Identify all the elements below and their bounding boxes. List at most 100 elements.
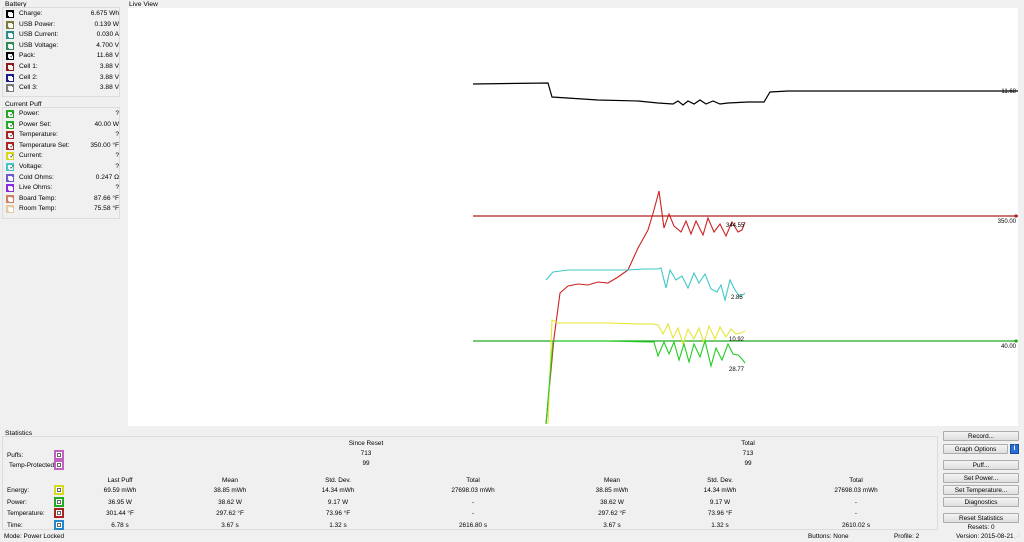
battery-row-checkbox[interactable]: ✓ [6, 52, 15, 61]
stat-row-color-swatch[interactable] [54, 519, 64, 530]
stat-row-label: Energy: [7, 487, 30, 494]
col-last-puff: Last Puff [107, 477, 133, 484]
status-mode: Mode: Power Locked [4, 533, 65, 540]
battery-row-checkbox[interactable] [6, 20, 14, 29]
power-set-marker [1014, 339, 1018, 343]
stat-cell-total: 2616.80 s [458, 521, 488, 529]
stat-row-color-swatch[interactable] [54, 508, 64, 518]
checkmark-icon: ✓ [9, 143, 15, 150]
battery-row-value: 3.88 V [99, 63, 119, 70]
puff-row: ✓ Power Set: 40.00 W [3, 120, 121, 131]
puff-row: ✓ Voltage:? [3, 162, 121, 173]
battery-row-checkbox[interactable] [6, 41, 14, 50]
puff-row-checkbox[interactable] [6, 205, 14, 214]
stat-cell-mean2: 38.85 mWh [595, 487, 629, 494]
puff-row-checkbox[interactable] [6, 194, 14, 203]
battery-row: ✓ Pack: 11.68 V [3, 51, 121, 62]
puff-row-checkbox[interactable]: ✓ [6, 120, 15, 129]
checkmark-icon: ✓ [9, 165, 15, 171]
puff-row-checkbox[interactable] [6, 184, 14, 193]
live-view-graph[interactable]: 11.68 350.00 344.55 2.85 10.92 40.00 28.… [128, 8, 1018, 426]
puff-row-label: Room Temp: [19, 205, 57, 213]
battery-row: Charge: 6.675 Wh [3, 9, 121, 20]
stat-cell-std: 14.34 mWh [321, 487, 355, 494]
checkmark-icon: ✓ [9, 154, 15, 161]
puff-row-value: ? [115, 163, 119, 170]
resize-grip-icon[interactable]: ⋰ [1014, 534, 1020, 540]
stat-cell-total2: - [854, 510, 858, 517]
resets-count: Resets: 0 [967, 524, 995, 531]
diagnostics-button[interactable]: Diagnostics [943, 497, 1019, 507]
current-live-line [547, 319, 746, 425]
checkmark-icon: ✓ [9, 122, 15, 129]
battery-row: Cell 2: 3.88 V [3, 73, 121, 84]
checkmark-icon: ✓ [9, 112, 15, 118]
battery-row-value: 6.675 Wh [90, 10, 119, 17]
stat-cell-mean2: 297.62 °F [598, 510, 626, 517]
set-temperature-button[interactable]: Set Temperature... [943, 485, 1019, 495]
stat-cell-last: 301.44 °F [106, 510, 134, 517]
info-icon[interactable]: i [1010, 444, 1019, 454]
puff-row-value: 40.00 W [94, 120, 119, 128]
current-puff-group: ✓ Power:? ✓ Power Set: 40.00 W ✓ Temperature:?… [2, 107, 120, 219]
stat-cell-mean: 38.62 W [218, 498, 242, 506]
current-value-label: 10.92 [729, 337, 745, 343]
battery-row-label: Cell 1: [19, 63, 38, 70]
battery-row-checkbox[interactable] [6, 10, 14, 18]
battery-row-checkbox[interactable] [6, 63, 14, 71]
voltage-live-line [545, 267, 746, 303]
stat-cell-std2: 14.34 mWh [703, 487, 737, 494]
puffs-total: 713 [742, 450, 754, 457]
puff-row-label: Temperature: [19, 131, 58, 139]
puff-row-checkbox[interactable]: ✓ [6, 131, 15, 140]
checkmark-icon: ✓ [9, 54, 15, 61]
stat-row-color-swatch[interactable] [54, 496, 64, 507]
battery-row-label: Cell 2: [19, 73, 38, 81]
puff-button[interactable]: Puff... [943, 460, 1019, 470]
set-power-button[interactable]: Set Power... [943, 473, 1019, 483]
battery-row-value: 0.030 A [96, 31, 119, 39]
puffs-color-swatch[interactable] [54, 450, 64, 460]
battery-row: USB Power: 0.139 W [3, 20, 121, 31]
temp-protected-color-swatch[interactable] [54, 460, 64, 470]
status-buttons: Buttons: None [808, 533, 849, 540]
battery-row-value: 3.88 V [99, 73, 119, 81]
puff-row-checkbox[interactable]: ✓ [6, 163, 15, 171]
stat-row-label: Power: [7, 498, 27, 506]
stat-cell-last: 36.95 W [108, 498, 132, 506]
battery-row-value: 11.68 V [96, 52, 119, 60]
battery-group: Charge: 6.675 Wh USB Power: 0.139 W USB Curr… [2, 7, 120, 97]
stat-cell-total2: 27698.03 mWh [834, 487, 878, 494]
stat-cell-total: 27698.03 mWh [451, 487, 495, 494]
puff-row: Live Ohms:? [3, 183, 121, 194]
temperature-set-marker [1014, 214, 1018, 218]
pack-series-line [472, 82, 1018, 106]
stat-cell-mean: 3.67 s [221, 521, 239, 529]
puff-row-checkbox[interactable]: ✓ [6, 110, 15, 118]
battery-row-checkbox[interactable] [6, 84, 14, 93]
stat-cell-std2: 9.17 W [709, 498, 731, 506]
battery-row-checkbox[interactable] [6, 73, 14, 82]
puff-row-label: Power: [19, 110, 40, 117]
record-button[interactable]: Record... [943, 431, 1019, 441]
puff-row-value: 87.66 °F [94, 194, 119, 202]
puff-row-label: Current: [19, 152, 43, 160]
puff-row: ✓ Temperature Set: 350.00 °F [3, 141, 121, 152]
graph-options-button[interactable]: Graph Options [943, 444, 1008, 454]
puff-row-value: ? [115, 152, 119, 160]
puff-row-label: Voltage: [19, 163, 43, 170]
puff-row-checkbox[interactable] [6, 173, 14, 182]
battery-row: Cell 1: 3.88 V [3, 62, 121, 73]
battery-row: USB Voltage: 4.700 V [3, 41, 121, 52]
temperature-set-value-label: 350.00 [998, 219, 1017, 225]
puff-row-checkbox[interactable]: ✓ [6, 152, 15, 161]
puff-row: Cold Ohms: 0.247 Ω [3, 173, 121, 184]
puff-row-checkbox[interactable]: ✓ [6, 141, 15, 150]
checkmark-icon: ✓ [9, 133, 15, 140]
stat-row-color-swatch[interactable] [54, 485, 64, 495]
battery-row-label: USB Power: [19, 20, 55, 28]
reset-statistics-button[interactable]: Reset Statistics [943, 513, 1019, 523]
puff-row-label: Board Temp: [19, 194, 57, 202]
battery-row-checkbox[interactable] [6, 31, 14, 40]
live-view-title: Live View [129, 1, 158, 8]
